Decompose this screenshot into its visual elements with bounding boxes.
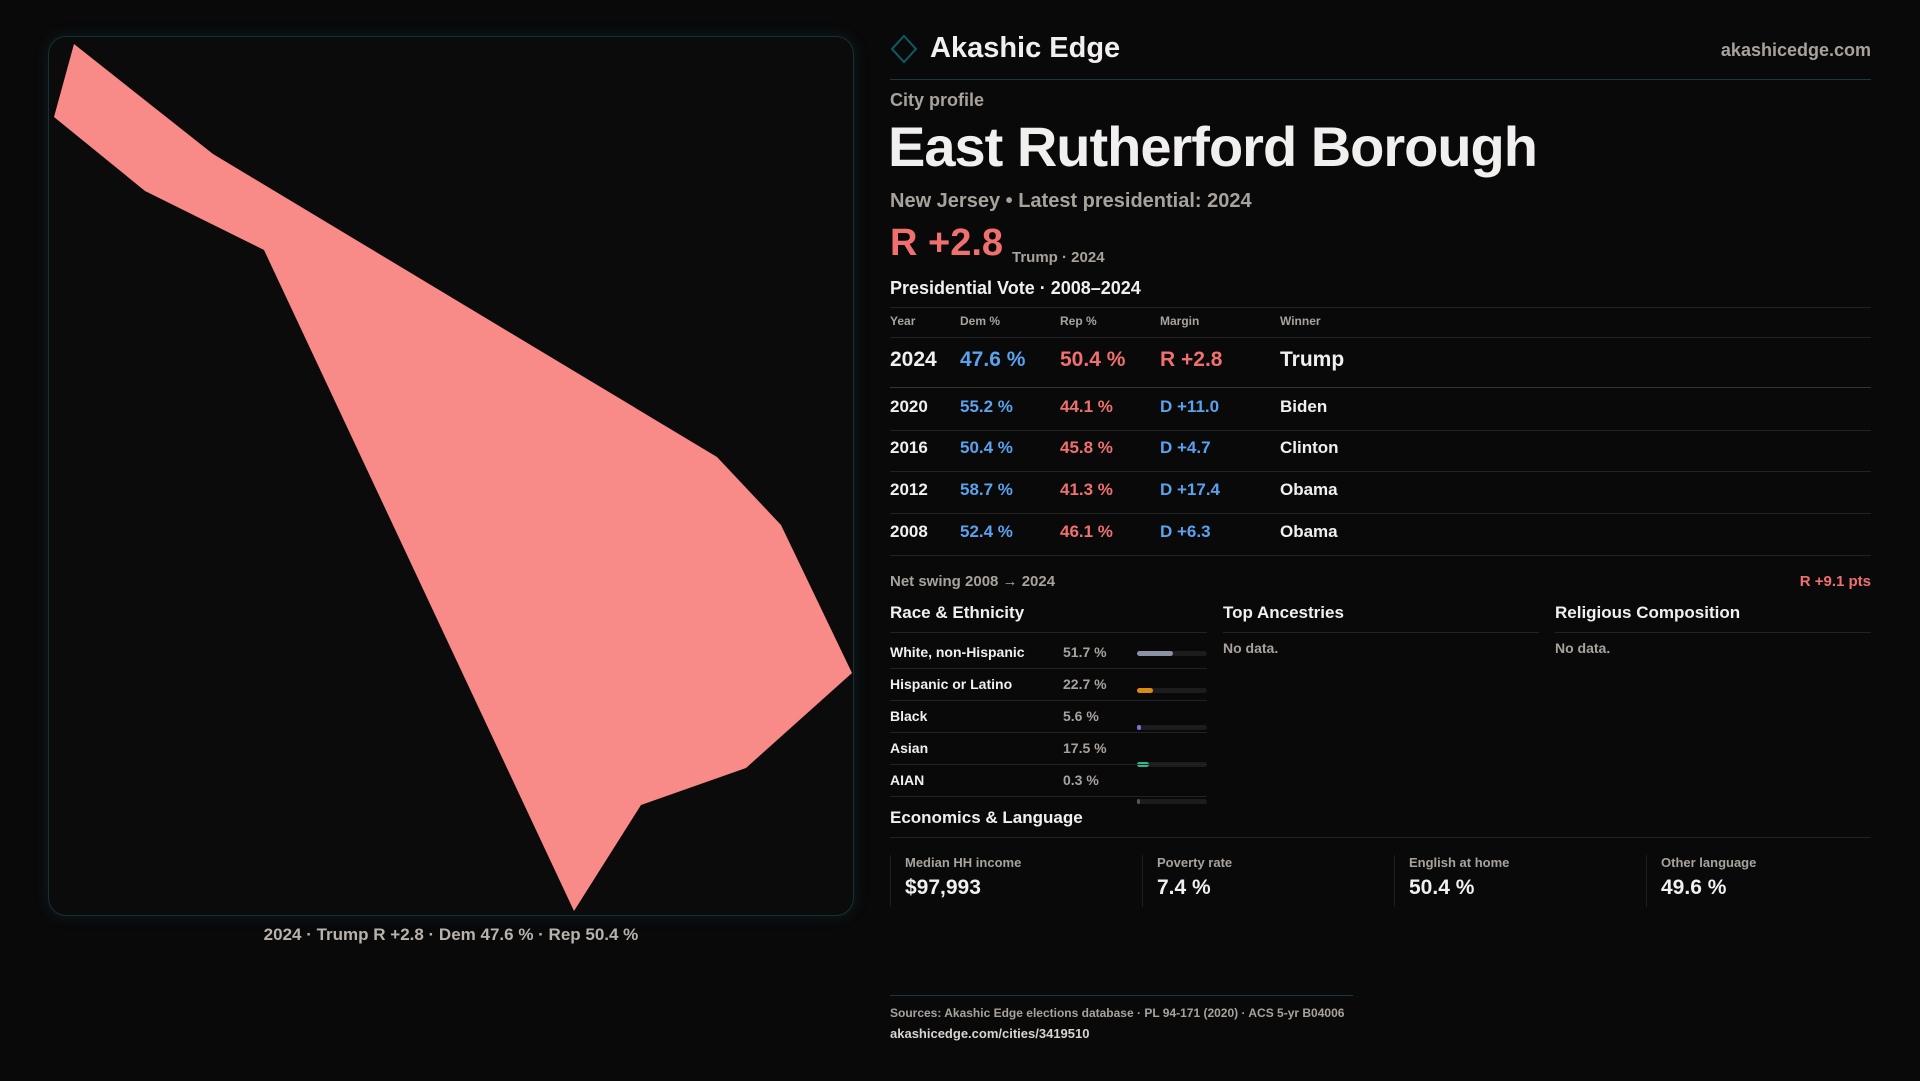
votes-cell-dem: 55.2 % xyxy=(960,397,1013,416)
table-row-divider xyxy=(890,471,1871,472)
votes-header-cell: Rep % xyxy=(1060,314,1097,328)
votes-cell-margin: D +17.4 xyxy=(1160,480,1221,499)
race-value: 17.5 % xyxy=(1063,740,1107,756)
votes-cell-dem: 58.7 % xyxy=(960,480,1013,499)
votes-title: Presidential Vote · 2008–2024 xyxy=(890,278,1141,298)
votes-cell-year: 2020 xyxy=(890,397,928,416)
divider xyxy=(890,307,1871,308)
table-row-divider xyxy=(890,513,1871,514)
metric-value: $97,993 xyxy=(905,876,981,899)
race-label: Asian xyxy=(890,740,929,756)
swing-label: Net swing 2008 → 2024 xyxy=(890,573,1056,590)
header-divider xyxy=(890,79,1871,80)
votes-header-cell: Dem % xyxy=(960,314,1001,328)
footer-sources: Sources: Akashic Edge elections database… xyxy=(890,1006,1345,1020)
metric-label: Other language xyxy=(1661,855,1757,870)
table-row-divider xyxy=(890,430,1871,431)
divider xyxy=(890,668,1207,669)
race-bar xyxy=(1137,799,1207,804)
religion-title: Religious Composition xyxy=(1555,603,1741,622)
divider xyxy=(1223,632,1539,633)
headline-margin: R +2.8 xyxy=(890,222,1004,264)
votes-header-cell: Winner xyxy=(1280,314,1321,328)
headline-margin-note: Trump · 2024 xyxy=(1012,249,1105,266)
votes-cell-winner: Obama xyxy=(1280,480,1338,499)
city-map[interactable] xyxy=(48,36,854,916)
economics-title: Economics & Language xyxy=(890,808,1083,827)
race-bar xyxy=(1137,651,1207,656)
table-row-divider xyxy=(890,555,1871,556)
race-value: 0.3 % xyxy=(1063,772,1099,788)
divider xyxy=(890,837,1871,838)
votes-header-cell: Year xyxy=(890,314,916,328)
metric-value: 7.4 % xyxy=(1157,876,1211,899)
site-link[interactable]: akashicedge.com xyxy=(1720,40,1871,60)
votes-cell-winner: Biden xyxy=(1280,397,1328,416)
race-label: AIAN xyxy=(890,772,925,788)
metric-value: 49.6 % xyxy=(1661,876,1727,899)
race-label: Black xyxy=(890,708,928,724)
votes-cell-winner: Obama xyxy=(1280,522,1338,541)
votes-cell-margin: D +6.3 xyxy=(1160,522,1211,541)
metric-label: English at home xyxy=(1409,855,1510,870)
race-bar xyxy=(1137,725,1207,730)
metric-card: Poverty rate 7.4 % xyxy=(1142,855,1394,907)
divider xyxy=(1555,632,1871,633)
footer-divider xyxy=(890,995,1353,996)
votes-cell-year: 2024 xyxy=(890,348,937,371)
votes-cell-year: 2008 xyxy=(890,522,928,541)
swing-value: R +9.1 pts xyxy=(1799,573,1871,590)
votes-cell-rep: 41.3 % xyxy=(1060,480,1113,499)
divider xyxy=(890,732,1207,733)
brand-name: Akashic Edge xyxy=(930,32,1121,64)
votes-cell-rep: 50.4 % xyxy=(1060,348,1126,371)
ancestries-empty: No data. xyxy=(1223,640,1279,656)
votes-cell-margin: D +11.0 xyxy=(1160,397,1220,416)
divider xyxy=(890,700,1207,701)
race-value: 5.6 % xyxy=(1063,708,1099,724)
votes-cell-winner: Clinton xyxy=(1280,438,1339,457)
table-row-divider xyxy=(890,387,1871,388)
race-label: White, non-Hispanic xyxy=(890,644,1025,660)
divider xyxy=(890,764,1207,765)
footer-url[interactable]: akashicedge.com/cities/3419510 xyxy=(890,1026,1090,1041)
race-value: 22.7 % xyxy=(1063,676,1107,692)
votes-cell-margin: D +4.7 xyxy=(1160,438,1211,457)
votes-cell-dem: 47.6 % xyxy=(960,348,1026,371)
votes-cell-dem: 50.4 % xyxy=(960,438,1013,457)
metric-card: Median HH income $97,993 xyxy=(890,855,1142,907)
votes-cell-year: 2016 xyxy=(890,438,928,457)
votes-cell-margin: R +2.8 xyxy=(1160,348,1223,371)
metric-label: Poverty rate xyxy=(1157,855,1233,870)
divider xyxy=(890,337,1871,338)
race-bar xyxy=(1137,688,1207,693)
race-list: White, non-Hispanic 51.7 % Hispanic or L… xyxy=(0,0,1920,804)
race-title: Race & Ethnicity xyxy=(890,603,1025,622)
brand[interactable]: Akashic Edge xyxy=(890,32,1120,65)
page-title: East Rutherford Borough xyxy=(888,115,1538,178)
metric-label: Median HH income xyxy=(905,855,1022,870)
diamond-logo-icon xyxy=(890,34,918,63)
page-kicker: City profile xyxy=(890,90,985,110)
page-subtitle: New Jersey • Latest presidential: 2024 xyxy=(890,190,1252,212)
votes-cell-rep: 45.8 % xyxy=(1060,438,1113,457)
race-label: Hispanic or Latino xyxy=(890,676,1013,692)
divider xyxy=(890,632,1207,633)
votes-cell-winner: Trump xyxy=(1280,348,1345,371)
votes-cell-rep: 46.1 % xyxy=(1060,522,1113,541)
ancestries-title: Top Ancestries xyxy=(1223,603,1344,622)
race-value: 51.7 % xyxy=(1063,644,1107,660)
metric-card: English at home 50.4 % xyxy=(1394,855,1646,907)
votes-cell-dem: 52.4 % xyxy=(960,522,1013,541)
votes-cell-year: 2012 xyxy=(890,480,928,499)
metric-card: Other language 49.6 % xyxy=(1646,855,1898,907)
religion-empty: No data. xyxy=(1555,640,1611,656)
divider xyxy=(890,796,1207,797)
map-caption: 2024 · Trump R +2.8 · Dem 47.6 % · Rep 5… xyxy=(263,925,639,944)
metric-value: 50.4 % xyxy=(1409,876,1475,899)
votes-cell-rep: 44.1 % xyxy=(1060,397,1113,416)
votes-header-cell: Margin xyxy=(1160,314,1200,328)
